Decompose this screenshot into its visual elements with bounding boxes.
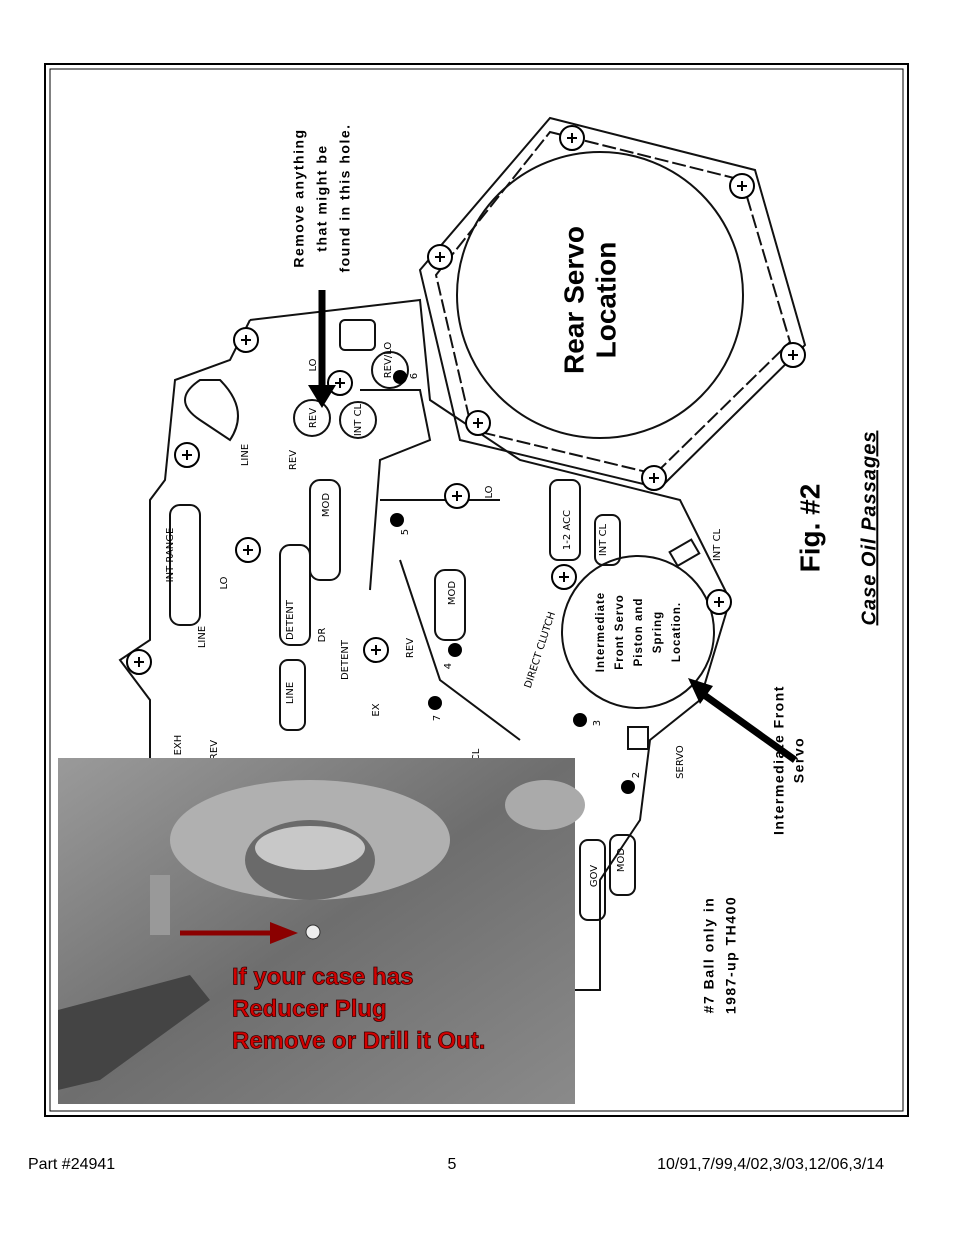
bolt-cross — [788, 350, 798, 360]
passage-label: LINE — [240, 444, 251, 466]
passage-label: INT RANGE — [165, 528, 176, 583]
bolt-cross — [649, 473, 659, 483]
photo-text: Remove or Drill it Out. — [232, 1027, 485, 1054]
passage-label: MOD — [447, 581, 458, 605]
bolt-cross — [452, 491, 462, 501]
passage-label: MOD — [321, 493, 332, 517]
note-line: 1987-up TH400 — [723, 896, 739, 1014]
note-line: found in this hole. — [337, 123, 353, 272]
passage-label: DR — [317, 628, 328, 643]
passage-label: 7 — [432, 715, 443, 721]
passage-label: INT CL — [598, 523, 609, 556]
note-line: #7 Ball only in — [701, 897, 717, 1014]
frame-inner — [49, 68, 904, 1112]
bolt-cross — [473, 418, 483, 428]
servo-note: Front Servo — [614, 594, 626, 670]
figure-label: Fig. #2 — [794, 484, 825, 573]
passage-label: 5 — [400, 529, 411, 535]
bolt-cross — [737, 181, 747, 191]
passage-label: DETENT — [340, 639, 351, 680]
note-line: Intermediate Front — [771, 685, 787, 835]
check-ball — [390, 513, 404, 527]
note-line: Remove anything — [291, 128, 307, 267]
arrow-head — [688, 678, 713, 704]
check-ball — [428, 696, 442, 710]
diagram — [118, 116, 807, 991]
passage-label: REV — [288, 450, 299, 470]
passage-label: INT CL — [712, 528, 723, 561]
bolts — [126, 125, 806, 675]
servo-note: Piston and — [633, 598, 645, 667]
bolt-cross — [714, 597, 724, 607]
passage-label: EXH — [173, 735, 184, 756]
photo-text: Reducer Plug — [232, 995, 387, 1022]
passage-label: CL — [471, 748, 482, 761]
passage-label: 6 — [409, 373, 420, 379]
bolt-cross — [371, 645, 381, 655]
passage-label: 3 — [592, 720, 603, 726]
check-balls — [390, 370, 635, 794]
page-number: 5 — [448, 1156, 457, 1173]
passage-label: REV/LO — [383, 342, 394, 379]
bolt-cross — [435, 252, 445, 262]
passage-label: REV — [405, 638, 416, 658]
bolt-cross — [243, 545, 253, 555]
check-ball — [393, 370, 407, 384]
passage-label: 1-2 ACC — [562, 510, 573, 550]
photo: If your case has Reducer Plug Remove or … — [58, 758, 585, 1104]
passage-label: LINE — [285, 682, 296, 704]
passage-label: LO — [219, 576, 230, 589]
part-number: Part #24941 — [28, 1156, 115, 1173]
passage-label: REV — [308, 408, 319, 428]
arrow-head — [308, 385, 336, 408]
bolt-cross — [559, 572, 569, 582]
bolt-cross — [134, 657, 144, 667]
frame-outer — [44, 63, 909, 1117]
passage-label: LO — [484, 485, 495, 498]
passage-label: MOD — [616, 848, 627, 872]
passage-label: 2 — [631, 772, 642, 778]
passage-label: DIRECT CLUTCH — [523, 611, 558, 690]
note-line: that might be — [314, 144, 330, 251]
photo-text: If your case has — [232, 963, 413, 990]
bolt-cross — [567, 133, 577, 143]
arrow-servo — [697, 689, 798, 763]
passage-label: SERVO — [675, 745, 686, 779]
passage-label: LO — [308, 358, 319, 371]
revisions: 10/91,7/99,4/02,3/03,12/06,3/14 — [657, 1156, 884, 1173]
caption: Case Oil Passages — [858, 431, 880, 626]
bolt-cross — [182, 450, 192, 460]
check-ball — [573, 713, 587, 727]
passage-label: LINE — [197, 626, 208, 648]
bolt-cross — [335, 378, 345, 388]
check-ball — [621, 780, 635, 794]
note-line: Servo — [791, 737, 807, 783]
passage-label: DETENT — [285, 599, 296, 640]
passage-label: REV — [209, 740, 220, 760]
rear-servo-label: Rear Servo — [558, 226, 589, 374]
passage-label: 4 — [443, 663, 454, 669]
bolt-cross — [241, 335, 251, 345]
check-ball — [448, 643, 462, 657]
servo-note: Intermediate — [595, 592, 607, 672]
servo-note: Location. — [671, 602, 683, 662]
servo-note: Spring — [652, 611, 664, 653]
rear-servo-label: Location — [590, 242, 621, 359]
passage-label: GOV — [589, 865, 600, 887]
passage-label: EX — [371, 703, 382, 716]
passage-label: INT CL — [353, 403, 364, 436]
